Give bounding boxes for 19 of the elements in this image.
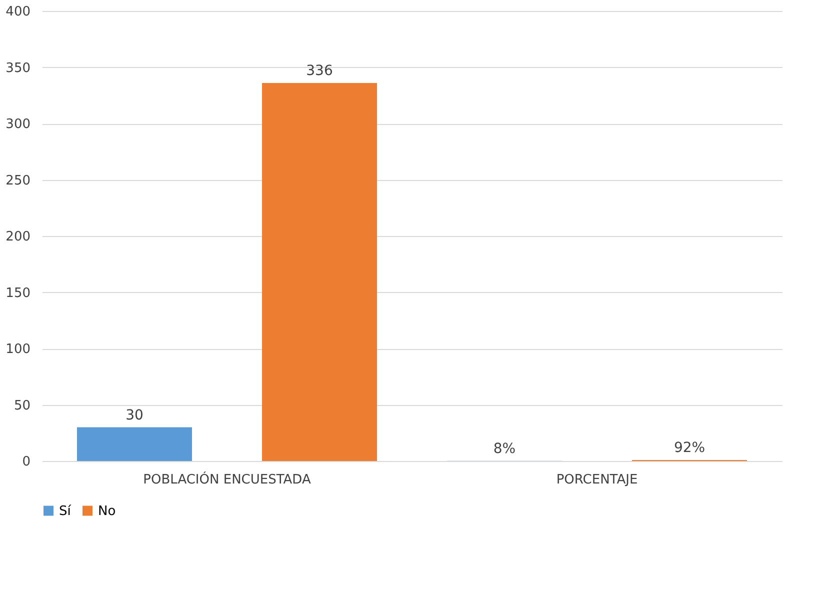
bar	[77, 427, 192, 461]
y-tick-label: 150	[6, 286, 30, 301]
data-label: 336	[306, 63, 333, 79]
y-tick-label: 250	[6, 173, 30, 188]
y-tick-label: 50	[14, 398, 30, 414]
y-tick-label: 400	[6, 4, 30, 20]
data-label: 30	[126, 407, 144, 424]
y-tick-label: 300	[6, 117, 30, 132]
legend-label: No	[98, 504, 116, 519]
x-tick-label: POBLACIÓN ENCUESTADA	[143, 470, 311, 488]
x-tick-label: PORCENTAJE	[556, 472, 638, 488]
legend-label: Sí	[59, 504, 72, 519]
data-label: 92%	[674, 440, 706, 456]
data-label: 8%	[493, 440, 516, 457]
bar	[262, 83, 377, 461]
y-tick-label: 350	[6, 60, 30, 76]
y-tick-label: 100	[6, 342, 30, 357]
y-tick-label: 200	[6, 230, 30, 244]
y-tick-label: 0	[22, 454, 30, 470]
